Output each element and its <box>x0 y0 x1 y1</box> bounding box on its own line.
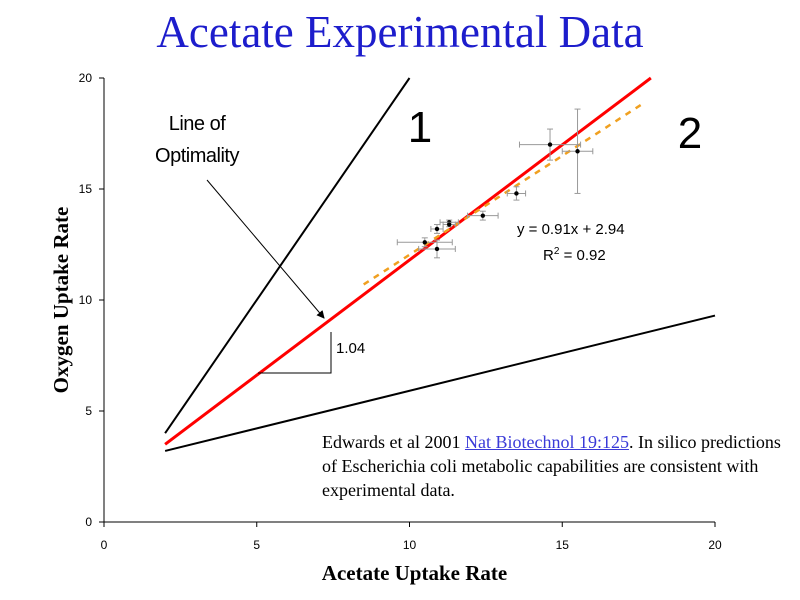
line-of-optimality-line <box>164 76 652 446</box>
citation-link[interactable]: Nat Biotechnol 19:125 <box>464 432 629 452</box>
citation-prefix: Edwards et al 2001 <box>322 432 465 452</box>
x-tick-label: 0 <box>101 538 108 552</box>
region-2-label: 2 <box>678 109 702 158</box>
boundary-upper-line <box>164 77 411 434</box>
chart-lines <box>164 76 716 452</box>
data-point-marker <box>447 222 452 227</box>
r-squared-value: = 0.92 <box>559 247 605 264</box>
slope-label: 1.04 <box>336 340 365 357</box>
x-tick-label: 15 <box>556 538 570 552</box>
data-point-marker <box>480 213 486 218</box>
y-axis-title: Oxygen Uptake Rate <box>49 207 73 394</box>
y-tick-label: 15 <box>79 182 93 196</box>
slide-title: Acetate Experimental Data <box>156 7 644 57</box>
x-tick-label: 20 <box>708 538 722 552</box>
data-point-marker <box>547 142 553 147</box>
citation: Edwards et al 2001 Nat Biotechnol 19:125… <box>322 430 798 502</box>
axes: 0 5 10 15 20 0 5 10 15 20 Acetate Uptake Rate Oxyge… <box>49 71 722 585</box>
data-point-marker <box>434 246 440 252</box>
data-point <box>418 239 456 259</box>
x-tick-label: 10 <box>403 538 417 552</box>
data-point <box>396 237 453 248</box>
annotations: 1 2 Line of Optimality 1.04 y = 0.91x + 2.94 R… <box>155 103 702 374</box>
x-tick-label: 5 <box>253 538 260 552</box>
r-squared: R2 = 0.92 <box>543 246 606 264</box>
optimality-arrow <box>206 179 325 319</box>
data-point <box>442 221 456 228</box>
line-of-optimality-label: Optimality <box>155 145 239 167</box>
data-point-marker <box>434 226 440 232</box>
y-tick-label: 10 <box>79 293 93 307</box>
r-squared-superscript: 2 <box>554 246 560 257</box>
data-point <box>518 128 582 161</box>
fit-line <box>362 101 646 286</box>
r-squared-prefix: R <box>543 247 554 264</box>
x-axis-title: Acetate Uptake Rate <box>322 561 507 585</box>
data-point-marker <box>422 240 427 245</box>
data-point <box>506 186 527 201</box>
fit-equation: y = 0.91x + 2.94 <box>517 221 625 238</box>
data-point <box>467 210 499 221</box>
region-1-label: 1 <box>408 103 432 152</box>
data-point-marker <box>575 149 580 154</box>
data-point <box>561 108 594 194</box>
slope-triangle <box>258 332 332 374</box>
data-point-marker <box>514 191 519 196</box>
boundary-lower-line <box>164 314 716 452</box>
line-of-optimality-label: Line of <box>169 113 226 135</box>
data-point <box>430 224 444 234</box>
y-tick-label: 5 <box>85 404 92 418</box>
y-tick-label: 20 <box>79 71 93 85</box>
citation-suffix: . In silico predictions of Escherichia c… <box>322 432 781 500</box>
data-points <box>396 108 594 259</box>
y-tick-label: 0 <box>85 515 92 529</box>
